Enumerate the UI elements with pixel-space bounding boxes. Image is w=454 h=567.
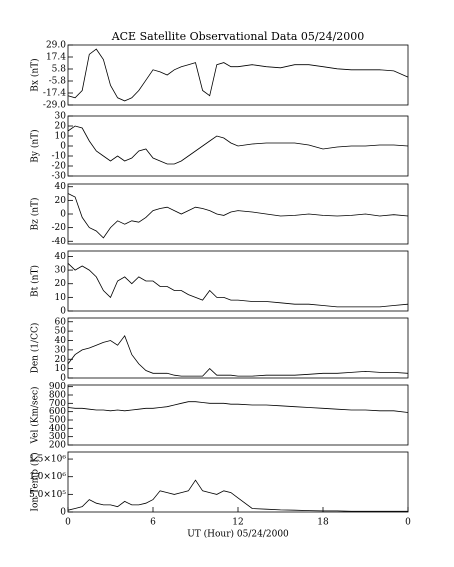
x-tick-label: 6 <box>150 518 156 528</box>
chart-title: ACE Satellite Observational Data 05/24/2… <box>111 30 365 43</box>
y-tick-label: 1.5×10⁶ <box>29 455 66 465</box>
y-tick-label: 40 <box>55 336 67 346</box>
y-tick-label: 400 <box>49 424 66 434</box>
y-tick-label: 5.0×10⁵ <box>29 490 66 500</box>
y-axis-label: By (nT) <box>30 129 41 162</box>
y-axis-label: Vel (Km/sec) <box>30 386 41 444</box>
y-tick-label: 0 <box>60 142 66 152</box>
y-tick-label: 0 <box>60 307 66 317</box>
y-tick-label: 17.4 <box>46 53 66 63</box>
data-line <box>67 334 409 377</box>
y-tick-label: 20 <box>55 355 67 365</box>
y-tick-label: 0 <box>60 210 66 220</box>
y-tick-label: 800 <box>49 391 66 401</box>
data-line <box>67 193 409 239</box>
y-axis-label: Ion Temp (K) <box>30 452 41 511</box>
y-tick-label: 60 <box>55 317 67 327</box>
y-tick-label: 30 <box>55 345 67 355</box>
y-tick-label: 600 <box>49 407 66 417</box>
plot-frame <box>67 250 409 312</box>
y-tick-label: 29.0 <box>46 41 66 51</box>
y-tick-label: -29.0 <box>43 101 66 111</box>
y-axis-label: Bt (nT) <box>30 265 41 297</box>
y-tick-label: 10 <box>55 132 67 142</box>
y-tick-label: 5.8 <box>52 65 67 75</box>
y-tick-label: 10 <box>55 364 67 374</box>
y-tick-label: -17.4 <box>43 89 66 99</box>
y-tick-label: -5.8 <box>49 77 67 87</box>
x-tick-label: 0 <box>405 518 411 528</box>
data-line <box>67 479 408 512</box>
y-tick-label: -20 <box>52 223 67 233</box>
y-tick-label: 20 <box>55 279 67 289</box>
y-tick-label: -30 <box>52 172 67 182</box>
x-tick-label: 18 <box>317 518 329 528</box>
x-tick-label: 0 <box>65 518 71 528</box>
y-axis-label: Bx (nT) <box>30 58 41 91</box>
y-tick-label: 20 <box>55 196 67 206</box>
y-tick-label: 900 <box>49 382 66 392</box>
plot-frame <box>67 183 409 245</box>
plot-frame <box>67 451 409 513</box>
y-tick-label: 0 <box>60 508 66 518</box>
plot-frame <box>67 317 409 379</box>
y-tick-label: -10 <box>52 152 67 162</box>
y-axis-label: Bz (nT) <box>30 197 41 230</box>
y-tick-label: -20 <box>52 162 67 172</box>
y-tick-label: 500 <box>49 416 66 426</box>
data-line <box>67 48 409 102</box>
y-tick-label: 30 <box>55 112 67 122</box>
data-line <box>67 401 409 413</box>
y-tick-label: 50 <box>55 327 67 337</box>
y-tick-label: 0 <box>60 374 66 384</box>
y-tick-label: 30 <box>55 266 67 276</box>
y-tick-label: 1.0×10⁶ <box>29 472 66 482</box>
y-tick-label: 200 <box>49 441 66 451</box>
y-tick-label: 40 <box>55 182 67 192</box>
plot-frame <box>67 384 409 446</box>
y-tick-label: 700 <box>49 399 66 409</box>
y-axis-label: Den (1/CC) <box>30 323 41 374</box>
plot-frame <box>67 44 409 106</box>
data-line <box>67 263 409 308</box>
y-tick-label: 40 <box>55 252 67 262</box>
y-tick-label: 20 <box>55 122 67 132</box>
y-tick-label: -40 <box>52 237 67 247</box>
y-tick-label: 10 <box>55 293 67 303</box>
y-tick-label: 300 <box>49 432 66 442</box>
data-line <box>67 125 409 165</box>
x-tick-label: 12 <box>232 518 243 528</box>
x-axis-label: UT (Hour) 05/24/2000 <box>187 529 289 540</box>
